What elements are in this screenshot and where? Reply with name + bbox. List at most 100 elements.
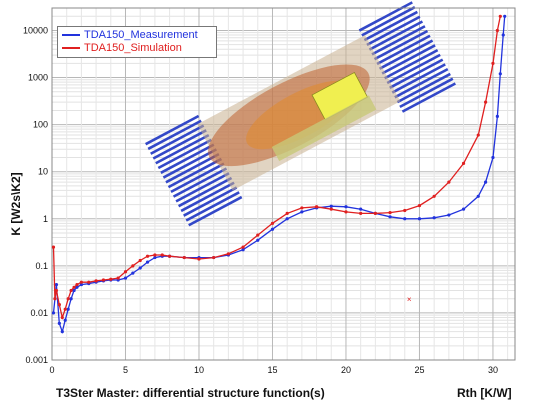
- data-point: [270, 221, 275, 225]
- simulation-swatch: [62, 47, 80, 50]
- data-point: [447, 180, 451, 184]
- data-point: [388, 211, 392, 215]
- data-point: [53, 297, 57, 301]
- data-point: [344, 205, 348, 209]
- data-point: [57, 321, 61, 325]
- grid: [51, 7, 515, 361]
- data-point: [432, 216, 436, 220]
- data-point: [153, 253, 157, 257]
- pin: [150, 124, 205, 155]
- pin: [175, 172, 230, 203]
- data-point: [51, 245, 56, 249]
- data-point: [432, 194, 436, 198]
- pin: [381, 44, 436, 75]
- data-point: [60, 315, 64, 320]
- data-point: [270, 227, 275, 231]
- data-point: [300, 210, 304, 214]
- pin: [368, 20, 424, 51]
- y-tick-label: 1000: [28, 73, 48, 83]
- chart-title: T3Ster Master: differential structure fu…: [56, 386, 325, 400]
- pin: [401, 82, 456, 113]
- data-point: [167, 254, 172, 258]
- series-layer: ×: [51, 14, 507, 334]
- pin: [152, 129, 207, 160]
- data-point: [63, 307, 67, 311]
- data-point: [75, 285, 79, 289]
- y-tick-label: 0.001: [25, 355, 48, 365]
- data-point: [476, 194, 480, 198]
- data-point: [484, 180, 488, 184]
- data-point: [491, 61, 495, 65]
- x-tick-label: 25: [414, 365, 424, 375]
- pin: [147, 119, 202, 151]
- y-tick-label: 1: [43, 214, 48, 224]
- data-point: [484, 100, 488, 104]
- y-tick-label: 0.01: [30, 308, 48, 318]
- data-point: [491, 155, 495, 160]
- data-point: [69, 297, 73, 301]
- legend-item-measurement: TDA150_Measurement: [62, 29, 198, 42]
- data-point: [101, 278, 106, 282]
- pin: [389, 58, 444, 89]
- data-point: [182, 255, 186, 260]
- pin: [155, 133, 210, 165]
- data-point: [285, 211, 289, 216]
- data-point: [226, 252, 230, 256]
- data-point: [131, 264, 135, 268]
- data-point: [241, 248, 245, 252]
- data-point: [138, 258, 142, 263]
- data-point: [285, 217, 289, 221]
- pin: [188, 195, 243, 227]
- data-point: [60, 330, 64, 334]
- data-point: [212, 255, 216, 260]
- pin: [177, 176, 233, 208]
- pin: [384, 48, 439, 80]
- data-point: [373, 211, 377, 216]
- legend-item-simulation: TDA150_Simulation: [62, 42, 182, 55]
- pin: [145, 114, 200, 146]
- data-point: [160, 253, 164, 257]
- data-point: [63, 318, 67, 322]
- x-tick-label: 10: [194, 365, 204, 375]
- y-tick-label: 10: [38, 167, 48, 177]
- data-point: [72, 285, 76, 289]
- data-point: [256, 238, 260, 242]
- data-point: [476, 133, 480, 137]
- data-point: [123, 276, 128, 280]
- data-point: [72, 288, 76, 293]
- data-point: [51, 311, 56, 315]
- pin: [157, 138, 212, 170]
- data-point: [461, 161, 466, 166]
- data-point: [66, 307, 70, 311]
- data-point: [54, 288, 59, 293]
- legend-label-simulation: TDA150_Simulation: [84, 42, 182, 54]
- data-point: [197, 257, 201, 261]
- data-point: [79, 280, 83, 284]
- x-tick-label: 20: [341, 365, 351, 375]
- data-point: [495, 28, 499, 33]
- data-point: [329, 204, 333, 208]
- pin: [391, 63, 446, 94]
- pin: [165, 153, 220, 184]
- data-point: [87, 280, 91, 284]
- x-tick-label: 0: [49, 365, 54, 375]
- data-point: [417, 217, 422, 221]
- data-point: [403, 217, 407, 221]
- y-tick-label: 10000: [23, 25, 48, 35]
- data-point: [138, 266, 142, 270]
- data-point: [54, 282, 59, 287]
- pin: [358, 1, 413, 32]
- data-point: [66, 297, 70, 301]
- tick-labels: 0.001 0.01 0.1 1 10 100 1000 10000 0 5 10 15 20 25 30: [23, 25, 498, 375]
- data-point: [145, 254, 150, 258]
- data-point: [75, 282, 79, 287]
- data-point: [447, 213, 451, 217]
- data-point: [314, 205, 319, 209]
- pin: [185, 191, 240, 222]
- data-point: [495, 114, 499, 118]
- data-point: [123, 270, 128, 274]
- data-point: [94, 279, 98, 283]
- data-point: [461, 207, 466, 211]
- data-point: [329, 207, 333, 211]
